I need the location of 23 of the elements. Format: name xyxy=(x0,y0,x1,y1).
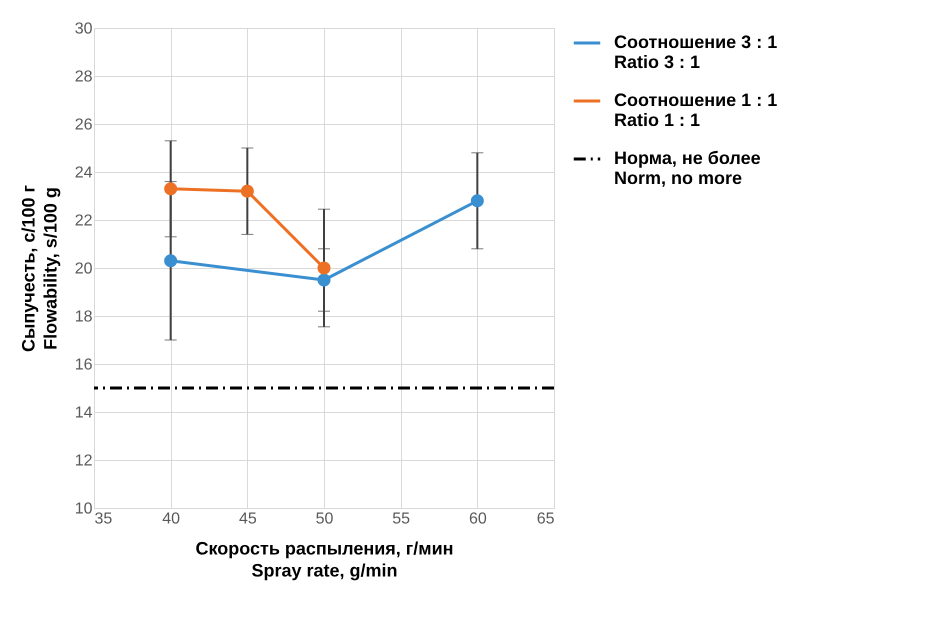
x-tick-label: 40 xyxy=(162,510,180,528)
legend-label: Норма, не более Norm, no more xyxy=(614,148,761,188)
y-axis-title: Сыпучесть, с/100 г Flowability, s/100 g xyxy=(18,184,61,352)
legend-label: Соотношение 3 : 1 Ratio 3 : 1 xyxy=(614,32,778,72)
x-tick-label: 35 xyxy=(94,510,112,528)
y-tick-label: 12 xyxy=(74,452,93,470)
y-tick-label: 16 xyxy=(74,356,93,374)
x-tick-label: 45 xyxy=(238,510,257,528)
x-tick-label: 50 xyxy=(316,510,334,528)
x-tick-label: 60 xyxy=(468,510,487,528)
y-tick-label: 20 xyxy=(74,260,93,278)
y-tick-label: 28 xyxy=(74,68,93,86)
x-tick-label: 55 xyxy=(392,510,410,528)
y-tick-label: 22 xyxy=(74,212,93,230)
legend-label: Соотношение 1 : 1 Ratio 1 : 1 xyxy=(614,90,778,130)
y-tick-label: 26 xyxy=(74,116,93,134)
x-axis-title: Скорость распыления, г/мин Spray rate, g/min xyxy=(195,538,454,580)
y-tick-label: 14 xyxy=(74,404,93,422)
y-tick-label: 24 xyxy=(74,164,93,182)
x-tick-label: 65 xyxy=(536,510,555,528)
y-tick-label: 10 xyxy=(74,500,93,518)
y-tick-label: 30 xyxy=(74,20,93,38)
y-tick-label: 18 xyxy=(74,308,93,326)
